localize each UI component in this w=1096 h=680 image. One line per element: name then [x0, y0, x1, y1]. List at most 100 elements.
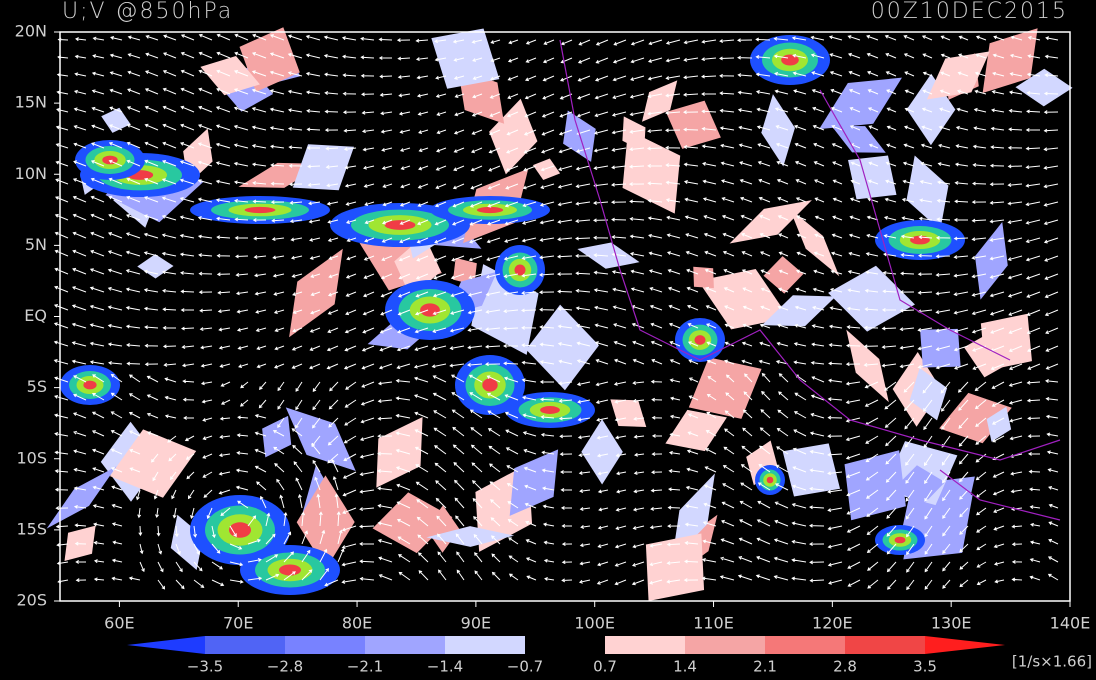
- rain-patch: [384, 220, 416, 230]
- shading-patch: [296, 475, 355, 569]
- lat-label: 10S: [16, 448, 47, 467]
- shading-patch: [828, 265, 915, 332]
- shading-patch: [665, 409, 727, 452]
- colorbar-label: 2.8: [833, 658, 857, 676]
- lat-label: 15N: [15, 93, 47, 112]
- colorbar-label: 2.1: [753, 658, 777, 676]
- lat-label: EQ: [24, 306, 47, 325]
- shading-patch: [239, 27, 300, 92]
- shading-patch: [170, 514, 204, 570]
- rain-patch: [279, 564, 301, 576]
- shading-patch: [893, 465, 946, 506]
- rain-patch: [476, 206, 504, 214]
- colorbar-segment: [685, 636, 765, 654]
- shading-patch: [693, 266, 714, 289]
- rain-patch: [894, 536, 906, 544]
- shading-patch: [489, 98, 538, 175]
- rain-patch: [244, 206, 276, 214]
- lon-label: 60E: [104, 614, 134, 633]
- rain-patch: [420, 303, 440, 317]
- shading-patch: [577, 242, 640, 269]
- colorbar-segment: [285, 636, 365, 654]
- colorbar-segment: [445, 636, 525, 654]
- shading-patch: [372, 492, 453, 554]
- lon-label: 130E: [931, 614, 972, 633]
- lon-label: 110E: [693, 614, 734, 633]
- shading-patch: [846, 329, 889, 403]
- colorbar-segment: [525, 636, 605, 654]
- shading-patch: [532, 158, 561, 180]
- lon-label: 90E: [461, 614, 491, 633]
- shading-patch: [622, 116, 646, 152]
- colorbar-high-extension: [925, 636, 1005, 654]
- colorbar-segment: [845, 636, 925, 654]
- lat-label: 20N: [15, 22, 47, 41]
- colorbar-low-extension: [127, 636, 205, 654]
- shading-patch: [982, 28, 1038, 93]
- shading-patch: [262, 415, 292, 458]
- shading-patch: [426, 526, 515, 547]
- colorbar-segment: [365, 636, 445, 654]
- plot-area: [46, 27, 1073, 601]
- rain-patch: [83, 380, 97, 390]
- shading-patch: [729, 200, 812, 244]
- shading-patch: [610, 399, 647, 428]
- colorbar-label: −2.8: [267, 658, 303, 676]
- shading-patch: [986, 406, 1012, 442]
- shading-patch: [101, 107, 131, 133]
- colorbar-label: −1.4: [427, 658, 463, 676]
- shading-patch: [526, 304, 599, 391]
- lat-label: 10N: [15, 164, 47, 183]
- shading-patch: [698, 268, 789, 330]
- lon-label: 80E: [342, 614, 372, 633]
- colorbar-label: −3.5: [187, 658, 223, 676]
- lat-label: 5S: [27, 377, 47, 396]
- lat-label: 20S: [16, 591, 47, 610]
- shading-patch: [509, 449, 559, 516]
- shading-patch: [622, 129, 681, 214]
- colorbar-label: 0.7: [593, 658, 617, 676]
- colorbar-label: 3.5: [913, 658, 937, 676]
- rain-patch: [514, 264, 526, 276]
- shading-patch: [581, 419, 623, 485]
- shading-patch: [200, 55, 260, 96]
- shading-patch: [645, 533, 705, 601]
- rain-patch: [482, 378, 498, 392]
- shading-patch: [431, 28, 500, 89]
- colorbar-unit: [1/s×1.66]: [1012, 653, 1092, 671]
- colorbar-segment: [765, 636, 845, 654]
- shading-patch: [963, 329, 1017, 378]
- shading-patch: [376, 417, 423, 488]
- shading-patch: [285, 407, 356, 472]
- shading-patch: [974, 221, 1008, 300]
- shading-patch: [109, 429, 197, 498]
- colorbar-label: −0.7: [507, 658, 543, 676]
- colorbar-label: 1.4: [673, 658, 697, 676]
- map-title: U;V @850hPa: [62, 0, 233, 24]
- lon-label: 70E: [223, 614, 253, 633]
- lon-label: 120E: [812, 614, 853, 633]
- shading-patch: [394, 235, 441, 298]
- rain-patch: [694, 335, 706, 345]
- lon-label: 100E: [574, 614, 615, 633]
- shading-patch: [1015, 68, 1073, 107]
- shading-patch: [641, 80, 678, 122]
- shading-patch: [848, 155, 897, 200]
- valid-time: 00Z10DEC2015: [871, 0, 1068, 24]
- shading-patch: [909, 367, 948, 421]
- shading-patch: [906, 155, 949, 231]
- colorbar: [127, 636, 1005, 654]
- colorbar-segment: [605, 636, 685, 654]
- shading-patch: [762, 295, 836, 327]
- shading-patch: [292, 144, 355, 191]
- shading-patch: [665, 100, 721, 149]
- shading-patch: [819, 77, 902, 130]
- shading-patch: [763, 256, 804, 294]
- rain-patch: [766, 476, 774, 484]
- shading-patch: [789, 208, 840, 277]
- shading-patch: [926, 51, 990, 100]
- wind-arrows: [53, 33, 1059, 591]
- shading-patch: [46, 466, 117, 529]
- lon-label: 140E: [1050, 614, 1091, 633]
- colorbar-label: −2.1: [347, 658, 383, 676]
